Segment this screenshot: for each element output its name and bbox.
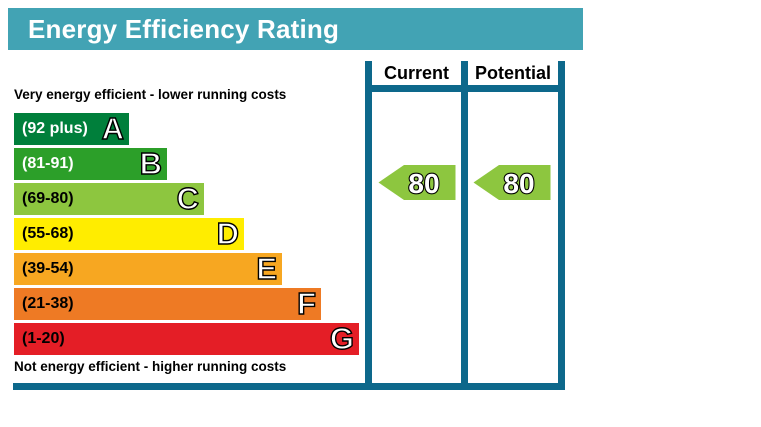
band-range-label: (81-91) — [22, 155, 74, 172]
band-row-e: (39-54) E — [14, 251, 282, 286]
band-letter: F — [296, 286, 316, 321]
band-letter: G — [329, 321, 355, 356]
potential-rating-arrow-shape — [473, 165, 551, 200]
band-row-c: (69-80) C — [14, 181, 204, 216]
band-range-label: (39-54) — [22, 260, 74, 277]
band-letter: C — [176, 181, 200, 216]
band-range-label: (55-68) — [22, 225, 74, 242]
band-range-label: (92 plus) — [22, 120, 88, 137]
band-range-label: (1-20) — [22, 330, 65, 347]
band-range-label: (21-38) — [22, 295, 74, 312]
band-row-f: (21-38) F — [14, 286, 321, 321]
column-border-right — [558, 61, 565, 390]
column-border-left — [365, 61, 372, 390]
band-row-b: (81-91) B — [14, 146, 167, 181]
chart-bottom-border — [13, 383, 565, 390]
caption-very-efficient: Very energy efficient - lower running co… — [14, 87, 287, 102]
column-header-current: Current — [383, 63, 449, 83]
potential-rating-arrow: 80 — [473, 165, 551, 200]
current-rating-arrow-shape — [378, 165, 456, 200]
current-rating-arrow: 80 — [378, 165, 456, 200]
band-letter: A — [101, 111, 125, 146]
band-letter: B — [139, 146, 163, 181]
band-row-a: (92 plus) A — [14, 111, 129, 146]
column-header-potential: Potential — [474, 63, 551, 83]
band-letter: E — [256, 251, 278, 286]
band-range-label: (69-80) — [22, 190, 74, 207]
title-bar: Energy Efficiency Rating — [8, 8, 583, 50]
band-letter: D — [216, 216, 240, 251]
column-border-middle — [461, 61, 468, 390]
band-list: (92 plus) A (81-91) B (69-80) C (55-68) D (39-54… — [14, 111, 364, 358]
band-row-d: (55-68) D — [14, 216, 244, 251]
header-underline — [365, 85, 565, 92]
current-rating-value: 80 — [408, 168, 439, 199]
chart-title: Energy Efficiency Rating — [28, 13, 340, 44]
potential-rating-value: 80 — [503, 168, 534, 199]
band-row-g: (1-20) G — [14, 321, 359, 356]
caption-not-efficient: Not energy efficient - higher running co… — [14, 359, 287, 374]
